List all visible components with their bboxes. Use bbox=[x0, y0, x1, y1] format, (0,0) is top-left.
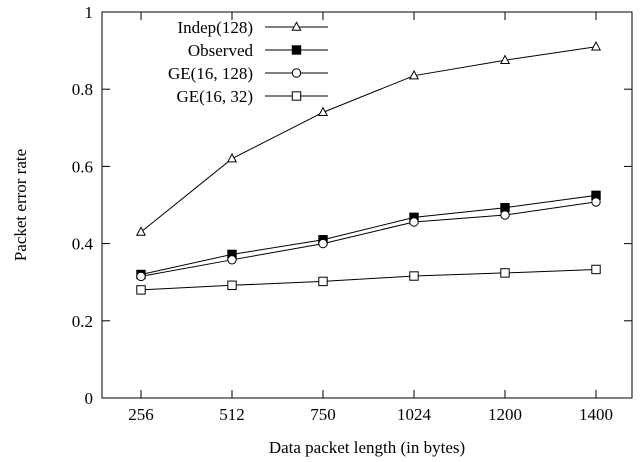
series-0 bbox=[135, 40, 602, 236]
legend-marker bbox=[291, 21, 302, 31]
series-line bbox=[140, 201, 597, 277]
x-axis: 256 512 750 1024 1200 1400 bbox=[128, 12, 613, 424]
x-tick-label: 750 bbox=[310, 405, 336, 424]
legend-label: Indep(128) bbox=[177, 18, 253, 37]
legend-label: GE(16, 32) bbox=[177, 87, 253, 106]
data-point bbox=[409, 271, 419, 281]
legend-label: GE(16, 128) bbox=[168, 64, 253, 83]
x-tick-label: 256 bbox=[128, 405, 154, 424]
data-point bbox=[591, 264, 601, 275]
legend-marker bbox=[291, 91, 302, 101]
x-tick-label: 1024 bbox=[397, 405, 432, 424]
legend-marker bbox=[291, 68, 302, 78]
plot-frame bbox=[101, 11, 633, 399]
y-tick-label: 0.6 bbox=[72, 157, 93, 176]
y-tick-label: 0.2 bbox=[72, 312, 93, 331]
y-axis-title: Packet error rate bbox=[11, 149, 30, 261]
y-tick-label: 1 bbox=[85, 3, 94, 22]
data-point bbox=[136, 285, 146, 295]
data-point bbox=[227, 280, 237, 290]
series-line bbox=[140, 268, 597, 291]
series-1 bbox=[136, 190, 601, 280]
data-point bbox=[500, 210, 510, 220]
y-tick-label: 0.8 bbox=[72, 80, 93, 99]
series-layer bbox=[135, 40, 602, 295]
data-point bbox=[408, 69, 420, 80]
data-point bbox=[317, 106, 329, 117]
data-point bbox=[135, 226, 147, 236]
data-point bbox=[318, 238, 328, 249]
data-point bbox=[226, 152, 238, 163]
series-2 bbox=[136, 197, 601, 282]
data-point bbox=[591, 197, 601, 207]
data-point bbox=[318, 276, 328, 287]
y-tick-label: 0.4 bbox=[72, 235, 94, 254]
x-tick-label: 1400 bbox=[579, 405, 613, 424]
data-point bbox=[136, 271, 146, 282]
legend-label: Observed bbox=[188, 41, 254, 60]
data-point bbox=[227, 255, 237, 265]
x-tick-label: 512 bbox=[219, 405, 245, 424]
x-tick-label: 1200 bbox=[488, 405, 522, 424]
series-line bbox=[140, 194, 597, 275]
data-point bbox=[500, 268, 510, 278]
legend: Indep(128) Observed GE(16, 128) GE(16, 32) bbox=[168, 18, 328, 106]
data-point bbox=[499, 54, 511, 64]
legend-marker bbox=[291, 45, 302, 55]
series-line bbox=[140, 46, 597, 233]
data-point bbox=[590, 40, 602, 51]
x-axis-title: Data packet length (in bytes) bbox=[269, 438, 465, 457]
y-tick-label: 0 bbox=[85, 389, 94, 408]
y-axis: 0 0.2 0.4 0.6 0.8 1 bbox=[72, 3, 632, 408]
series-3 bbox=[136, 264, 601, 295]
data-point bbox=[409, 217, 419, 227]
